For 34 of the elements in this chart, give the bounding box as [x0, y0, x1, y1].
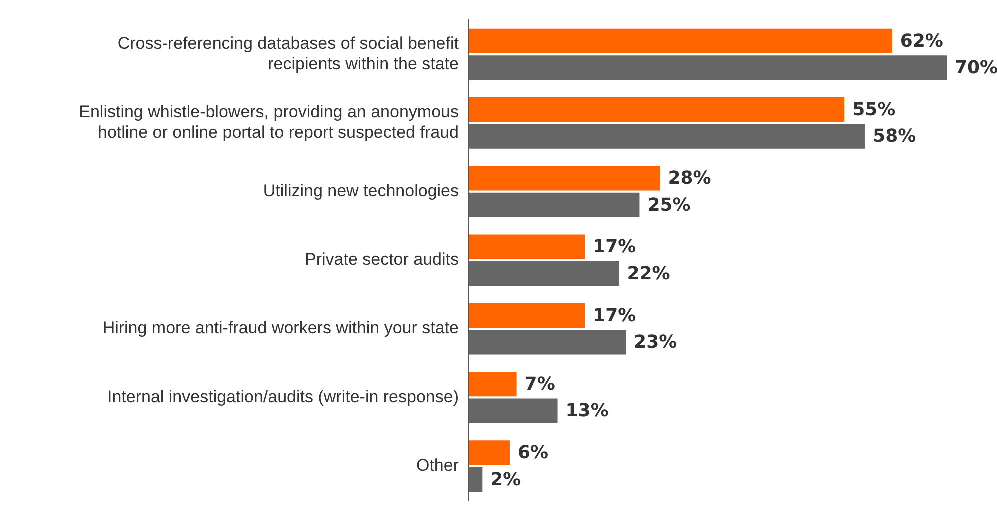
bar — [469, 398, 558, 424]
bar — [469, 192, 640, 218]
bar — [469, 124, 866, 149]
bar — [469, 97, 845, 122]
bar — [469, 330, 626, 355]
bar — [469, 234, 586, 260]
data-label: 58% — [873, 126, 916, 148]
data-label: 25% — [648, 194, 691, 216]
data-label: 17% — [593, 305, 636, 326]
bar — [469, 467, 483, 492]
bar — [469, 56, 947, 80]
bar — [469, 440, 510, 466]
data-label: 17% — [593, 236, 636, 258]
data-label: 22% — [627, 263, 670, 284]
data-label: 13% — [566, 400, 609, 422]
data-label: 62% — [900, 30, 944, 52]
data-label: 6% — [518, 442, 549, 464]
bar — [469, 372, 517, 397]
data-label: 2% — [490, 469, 522, 490]
data-label: 55% — [852, 99, 896, 120]
y-tick-label: Hiring more anti-fraud workers within your state — [102, 318, 459, 338]
y-tick-label: Enlisting whistle-blowers, providing an anonymous hotline or online portal to report suspected fraud — [79, 102, 459, 142]
y-tick-label: Cross-referencing databases of social benefit recipients within the state — [118, 34, 460, 74]
y-tick-label: Private sector audits — [304, 250, 459, 270]
y-tick-label: Other — [416, 456, 460, 475]
data-label: 28% — [668, 168, 712, 190]
y-tick-label: Internal investigation/audits (write-in response) — [107, 387, 459, 406]
bar — [469, 261, 620, 286]
bar — [469, 303, 586, 328]
data-label: 23% — [634, 332, 678, 354]
y-tick-label: Utilizing new technologies — [263, 181, 459, 200]
data-label: 7% — [524, 374, 556, 395]
bar — [469, 28, 892, 54]
bar — [469, 166, 660, 191]
